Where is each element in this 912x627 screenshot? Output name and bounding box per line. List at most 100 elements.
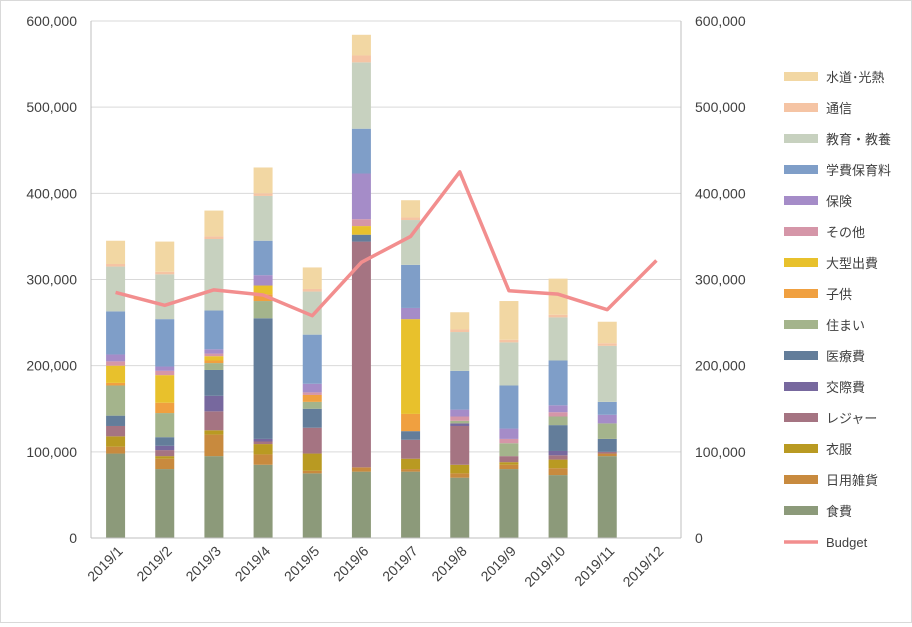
bar-segment bbox=[401, 307, 421, 320]
legend-swatch bbox=[784, 227, 818, 236]
bar-segment bbox=[351, 173, 371, 220]
legend-swatch bbox=[784, 382, 818, 391]
bar-segment bbox=[204, 239, 224, 311]
bar-segment bbox=[597, 401, 617, 415]
y2-tick-label: 300,000 bbox=[695, 272, 746, 288]
bar-segment bbox=[548, 468, 568, 476]
bar-segment bbox=[351, 62, 371, 129]
bar-segment bbox=[401, 431, 421, 440]
x-tick-label: 2019/12 bbox=[619, 543, 666, 590]
y-tick-label: 500,000 bbox=[26, 99, 77, 115]
bar-segment bbox=[302, 392, 322, 395]
bar-segment bbox=[253, 195, 273, 241]
bar-segment bbox=[499, 339, 519, 343]
bar-segment bbox=[302, 334, 322, 384]
bar-segment bbox=[401, 319, 421, 414]
bar-segment bbox=[253, 438, 273, 442]
legend-label: 大型出費 bbox=[826, 256, 878, 271]
bar-segment bbox=[548, 412, 568, 417]
bar-segment bbox=[499, 443, 519, 457]
x-tick-label: 2019/9 bbox=[477, 543, 519, 585]
legend-swatch bbox=[784, 258, 818, 267]
bar-segment bbox=[548, 314, 568, 318]
x-tick-label: 2019/5 bbox=[281, 543, 323, 585]
bar-segment bbox=[499, 385, 519, 429]
legend-label: 通信 bbox=[826, 101, 852, 116]
legend-swatch bbox=[784, 320, 818, 329]
bar-segment bbox=[204, 363, 224, 370]
bar-segment bbox=[450, 473, 470, 478]
bar-segment bbox=[597, 451, 617, 454]
bar-segment bbox=[253, 167, 273, 194]
legend-swatch bbox=[784, 444, 818, 453]
legend-label: 食費 bbox=[826, 504, 852, 519]
bar-segment bbox=[351, 128, 371, 174]
bar-segment bbox=[204, 356, 224, 361]
bar-segment bbox=[499, 456, 519, 463]
bar-segment bbox=[106, 453, 126, 538]
x-tick-label: 2019/10 bbox=[521, 543, 568, 590]
bar-segment bbox=[253, 294, 273, 302]
bar-segment bbox=[450, 425, 470, 465]
y-tick-label: 300,000 bbox=[26, 272, 77, 288]
bar-segment bbox=[106, 425, 126, 437]
bar-segment bbox=[106, 365, 126, 383]
bar-segment bbox=[106, 266, 126, 312]
bar-segment bbox=[253, 285, 273, 295]
bar-segment bbox=[204, 456, 224, 538]
bar-segment bbox=[450, 464, 470, 474]
bar-segment bbox=[548, 450, 568, 456]
bar-segment bbox=[351, 226, 371, 235]
bar-segment bbox=[204, 236, 224, 240]
legend-swatch bbox=[784, 475, 818, 484]
legend-swatch bbox=[784, 413, 818, 422]
bar-segment bbox=[597, 423, 617, 439]
legend-label: 水道･光熱 bbox=[826, 70, 885, 85]
legend-swatch bbox=[784, 196, 818, 205]
bar-segment bbox=[548, 360, 568, 406]
bar-segment bbox=[351, 234, 371, 242]
bar-segment bbox=[548, 405, 568, 413]
bar-segment bbox=[450, 329, 470, 333]
bar-segment bbox=[204, 310, 224, 350]
bar-segment bbox=[155, 271, 175, 275]
bar-segment bbox=[302, 473, 322, 538]
bar-segment bbox=[401, 458, 421, 470]
bar-segment bbox=[450, 312, 470, 330]
bar-segment bbox=[253, 193, 273, 196]
bar-segment bbox=[302, 291, 322, 335]
bar-segment bbox=[499, 469, 519, 538]
legend-label: 医療費 bbox=[826, 349, 865, 364]
bar-segment bbox=[351, 241, 371, 468]
legend-label: 住まい bbox=[826, 318, 865, 333]
bar-segment bbox=[450, 332, 470, 371]
bar-segment bbox=[204, 395, 224, 412]
bar-segment bbox=[155, 370, 175, 376]
bar-segment bbox=[106, 263, 126, 267]
bar-segment bbox=[302, 288, 322, 292]
bar-segment bbox=[401, 264, 421, 308]
bar-segment bbox=[302, 383, 322, 393]
bar-segment bbox=[597, 345, 617, 402]
bar-segment bbox=[155, 413, 175, 438]
legend-label: 交際費 bbox=[826, 380, 865, 395]
y2-tick-label: 0 bbox=[695, 530, 703, 546]
legend-label: 衣服 bbox=[826, 442, 852, 457]
bar-segment bbox=[499, 464, 519, 470]
bar-segment bbox=[499, 342, 519, 386]
bar-segment bbox=[106, 240, 126, 264]
legend-label: その他 bbox=[826, 225, 865, 240]
bar-segment bbox=[548, 459, 568, 469]
y-tick-label: 600,000 bbox=[26, 13, 77, 29]
y2-tick-label: 500,000 bbox=[695, 99, 746, 115]
bar-segment bbox=[450, 477, 470, 538]
bar-segment bbox=[155, 437, 175, 446]
bar-segment bbox=[302, 394, 322, 402]
bar-segment bbox=[351, 55, 371, 63]
bar-segment bbox=[450, 409, 470, 417]
bar-segment bbox=[548, 425, 568, 451]
y-tick-label: 400,000 bbox=[26, 185, 77, 201]
bar-segment bbox=[597, 438, 617, 452]
y-tick-label: 0 bbox=[69, 530, 77, 546]
